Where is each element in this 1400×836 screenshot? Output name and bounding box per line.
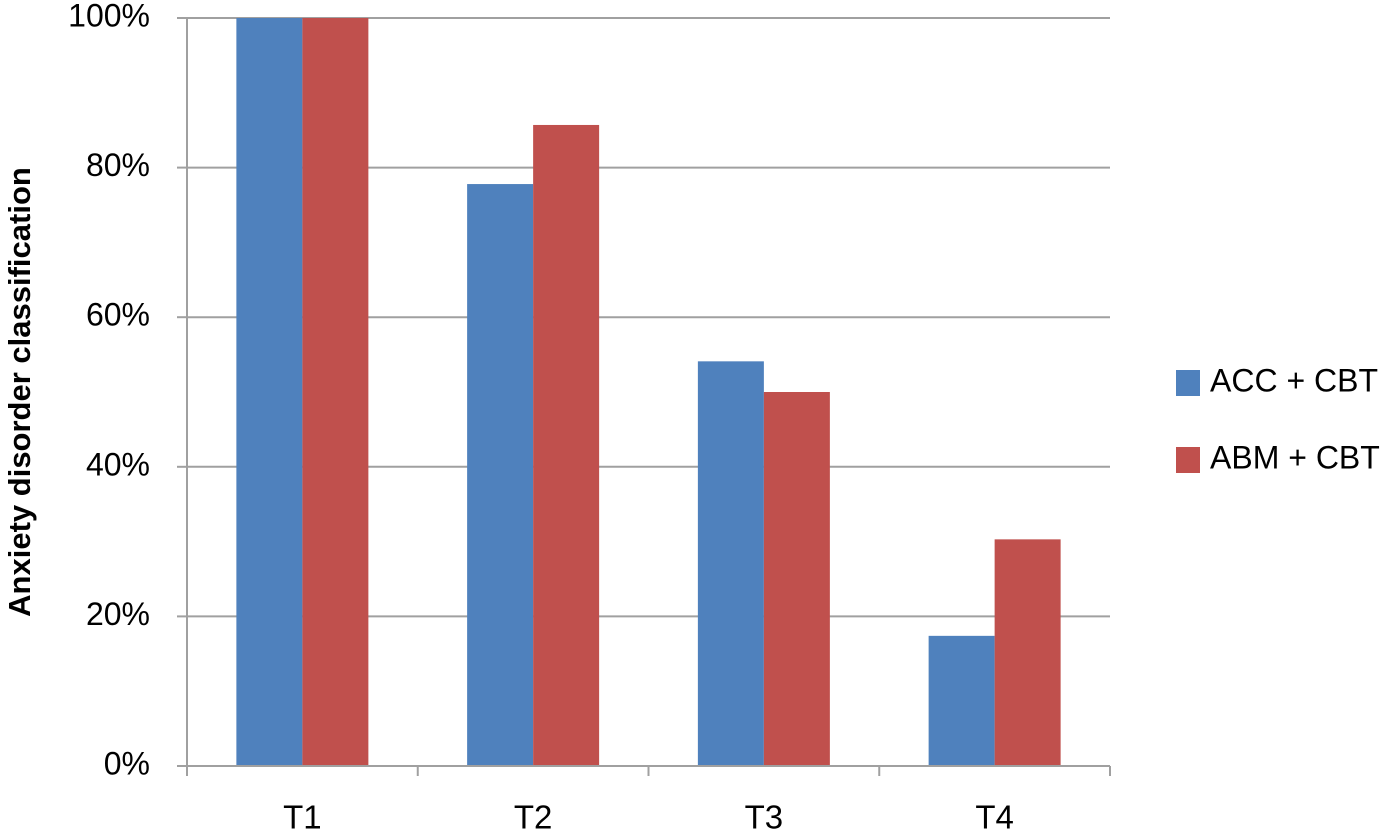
y-tick-label: 40% bbox=[86, 446, 150, 482]
bar bbox=[302, 18, 369, 766]
x-tick-label: T1 bbox=[283, 799, 322, 836]
bar bbox=[467, 184, 534, 766]
y-tick-label: 80% bbox=[86, 147, 150, 183]
bar bbox=[994, 539, 1061, 766]
y-tick-label: 0% bbox=[104, 745, 150, 781]
x-tick-label: T4 bbox=[975, 799, 1014, 836]
legend-label: ACC + CBT bbox=[1210, 362, 1378, 398]
bar bbox=[697, 361, 764, 766]
bar bbox=[533, 124, 600, 767]
bar bbox=[763, 392, 830, 766]
y-tick-label: 60% bbox=[86, 297, 150, 333]
bar bbox=[236, 18, 303, 766]
legend-label: ABM + CBT bbox=[1210, 439, 1380, 475]
legend-swatch bbox=[1176, 370, 1200, 396]
x-tick-label: T3 bbox=[745, 799, 784, 836]
y-tick-label: 100% bbox=[68, 0, 150, 33]
bar bbox=[928, 635, 995, 766]
y-tick-label: 20% bbox=[86, 596, 150, 632]
x-tick-label: T2 bbox=[514, 799, 553, 836]
y-axis-title: Anxiety disorder classification bbox=[2, 167, 37, 617]
legend-swatch bbox=[1176, 447, 1200, 473]
